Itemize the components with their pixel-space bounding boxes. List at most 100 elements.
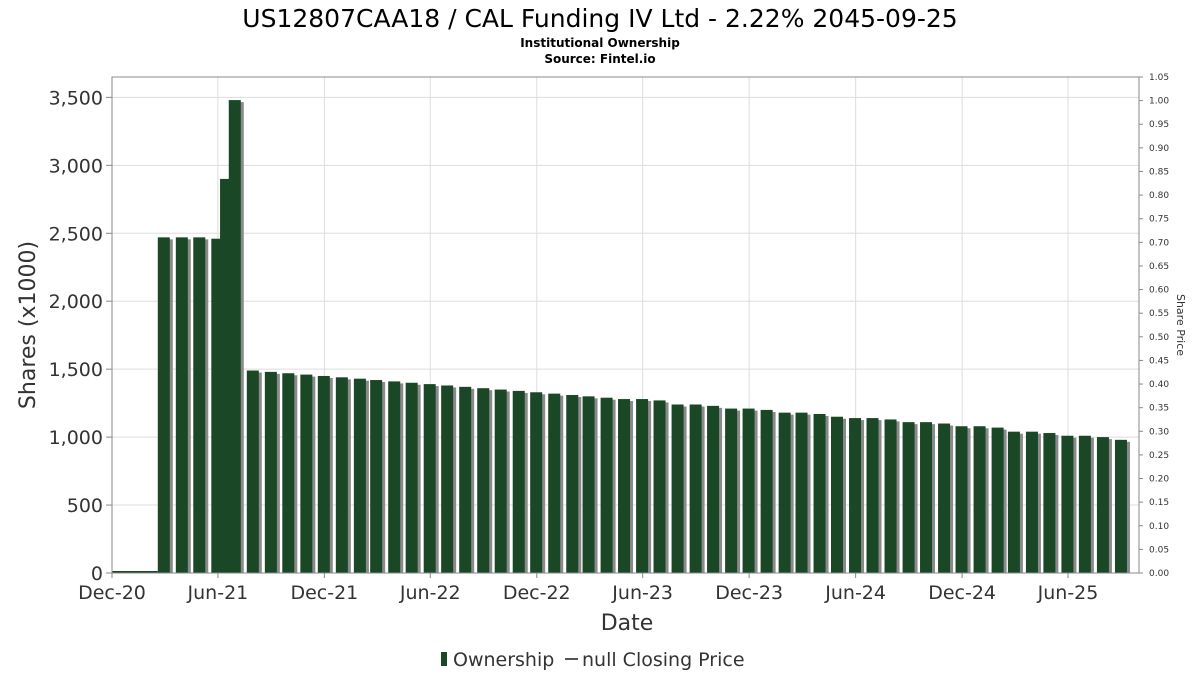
ownership-bar: [991, 427, 1004, 573]
x-tick-label: Dec-21: [290, 582, 358, 604]
ownership-bar: [548, 393, 561, 573]
ownership-bar: [300, 374, 313, 573]
ownership-bar: [193, 237, 206, 573]
ownership-bar: [317, 375, 330, 573]
y2-tick-label: 0.20: [1149, 475, 1169, 485]
chart-source: Source: Fintel.io: [544, 52, 655, 66]
ownership-bar: [1061, 435, 1074, 573]
ownership-bar: [1114, 439, 1127, 573]
y2-tick-label: 0.60: [1149, 286, 1169, 296]
legend: Ownership null Closing Price: [441, 649, 745, 671]
y2-tick-label: 0.05: [1149, 545, 1169, 555]
y2-tick-label: 0.90: [1149, 144, 1169, 154]
ownership-bar: [282, 373, 295, 573]
ownership-bar: [388, 381, 401, 573]
y-tick-label: 500: [67, 495, 103, 517]
ownership-bar: [530, 392, 543, 573]
y-tick-label: 1,000: [49, 427, 103, 449]
ownership-bar: [742, 408, 755, 573]
legend-ownership-label: Ownership: [453, 649, 554, 671]
y2-tick-label: 0.85: [1149, 167, 1169, 177]
ownership-bar: [636, 399, 649, 573]
ownership-bar: [653, 400, 666, 573]
ownership-bar: [353, 378, 366, 573]
y-axis-ticks: 0 500 1,000 1,500 2,000 2,500 3,000 3,500: [49, 87, 112, 585]
ownership-bar: [157, 237, 170, 573]
ownership-bar: [228, 100, 241, 573]
y2-tick-label: 0.55: [1149, 309, 1169, 319]
x-tick-label: Dec-23: [715, 582, 783, 604]
ownership-bar: [264, 371, 277, 573]
ownership-bar: [175, 237, 188, 573]
y2-tick-label: 0.80: [1149, 191, 1169, 201]
x-axis-ticks: Dec-20 Jun-21 Dec-21 Jun-22 Dec-22 Jun-23 Dec-…: [78, 573, 1098, 604]
ownership-bar: [370, 380, 383, 573]
y2-tick-label: 0.45: [1149, 356, 1169, 366]
x-tick-label: Jun-24: [824, 582, 886, 604]
ownership-bar: [884, 419, 897, 573]
y-tick-label: 2,000: [49, 291, 103, 313]
ownership-bar: [671, 404, 684, 573]
x-tick-label: Jun-25: [1037, 582, 1099, 604]
y-axis-title: Shares (x1000): [16, 241, 41, 409]
y2-tick-label: 1.00: [1149, 97, 1169, 107]
y2-tick-label: 0.00: [1149, 569, 1169, 579]
ownership-bar: [760, 409, 773, 573]
ownership-bar: [423, 384, 436, 573]
ownership-bar: [1043, 433, 1056, 573]
y2-tick-label: 0.40: [1149, 380, 1169, 390]
ownership-bar: [778, 412, 791, 573]
ownership-bar: [707, 405, 720, 573]
ownership-bar: [725, 408, 738, 573]
x-tick-label: Jun-22: [399, 582, 461, 604]
ownership-bar: [246, 370, 259, 573]
y2-tick-label: 0.30: [1149, 427, 1169, 437]
x-tick-label: Dec-22: [503, 582, 571, 604]
legend-price-label: null Closing Price: [582, 649, 745, 671]
ownership-bar: [335, 377, 348, 573]
y2-tick-label: 0.70: [1149, 238, 1169, 248]
y2-axis-title: Share Price: [1174, 294, 1187, 356]
ownership-bar: [866, 418, 879, 573]
ownership-bar: [795, 412, 808, 573]
y2-tick-label: 0.25: [1149, 451, 1169, 461]
ownership-bar: [1078, 435, 1091, 573]
legend-ownership-swatch: [441, 652, 447, 666]
y-tick-label: 1,500: [49, 359, 103, 381]
ownership-bar: [1007, 431, 1020, 573]
chart-subtitle: Institutional Ownership: [520, 36, 680, 50]
y2-tick-label: 0.75: [1149, 215, 1169, 225]
ownership-bar: [477, 388, 490, 573]
ownership-bar: [441, 385, 454, 573]
ownership-bar: [689, 404, 702, 573]
ownership-bar: [405, 382, 418, 573]
ownership-bar: [973, 426, 986, 573]
ownership-bar: [582, 396, 595, 573]
ownership-bar: [831, 416, 844, 573]
y2-tick-label: 0.15: [1149, 498, 1169, 508]
ownership-bar: [566, 394, 579, 573]
ownership-bar: [618, 399, 631, 573]
ownership-bar: [849, 418, 862, 573]
ownership-bar: [813, 414, 826, 573]
y-tick-label: 3,500: [49, 87, 103, 109]
ownership-bar: [512, 390, 525, 573]
x-tick-label: Jun-21: [187, 582, 249, 604]
y2-tick-label: 0.50: [1149, 333, 1169, 343]
ownership-bar: [1025, 431, 1038, 573]
y-tick-label: 0: [91, 563, 103, 585]
y2-tick-label: 0.65: [1149, 262, 1169, 272]
y-tick-label: 2,500: [49, 223, 103, 245]
x-tick-label: Dec-24: [928, 582, 996, 604]
y2-tick-label: 1.05: [1149, 73, 1169, 83]
ownership-bar: [920, 422, 933, 573]
ownership-bar: [494, 389, 507, 573]
ownership-bar: [902, 422, 915, 573]
x-tick-label: Dec-20: [78, 582, 146, 604]
x-tick-label: Jun-23: [611, 582, 673, 604]
ownership-bar: [1096, 437, 1109, 573]
ownership-bar: [955, 426, 968, 573]
plot-area-border: [111, 76, 1140, 574]
ownership-bar: [938, 423, 951, 573]
